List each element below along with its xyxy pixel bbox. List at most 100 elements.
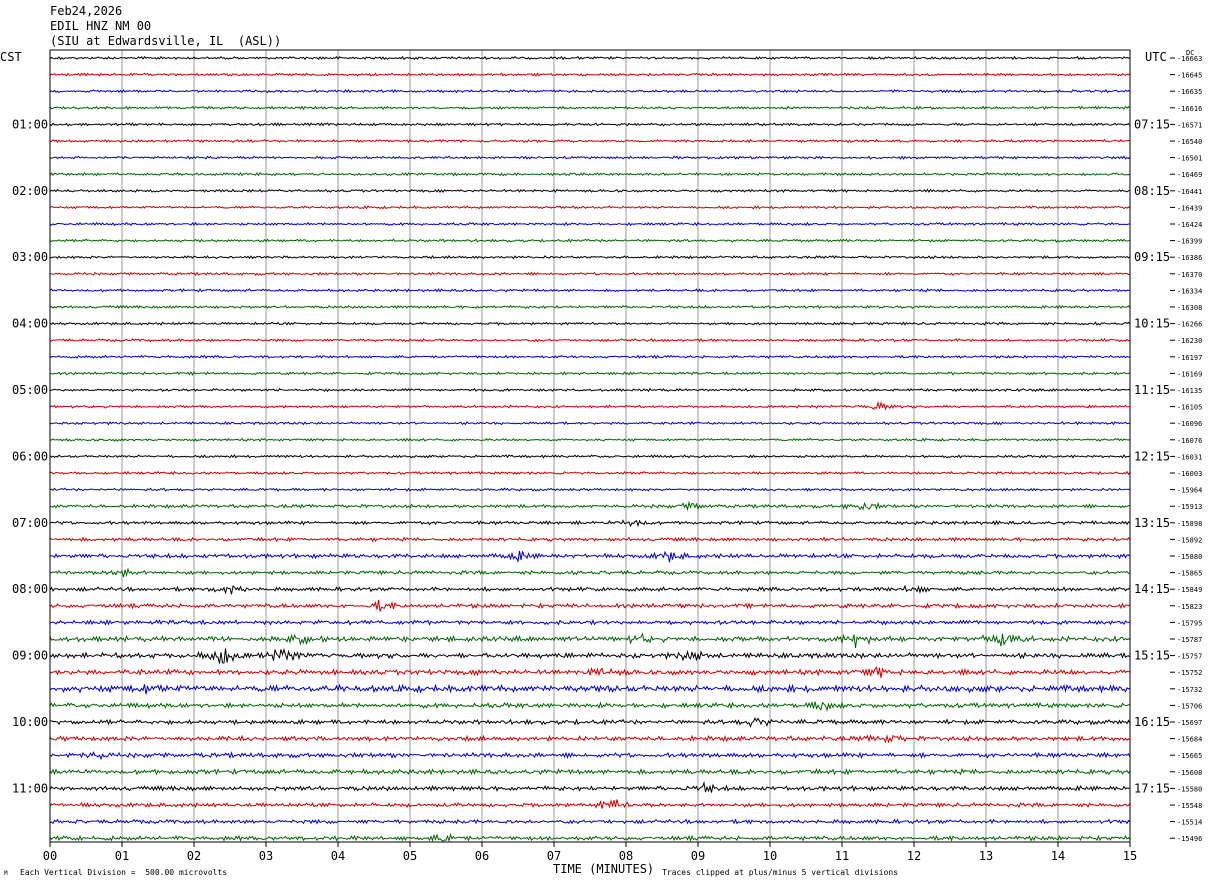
dc-offset-label: -15880 xyxy=(1177,553,1202,561)
plot-frame xyxy=(49,49,1131,843)
dc-offset-label: -16031 xyxy=(1177,453,1202,461)
dc-offset-label: -15865 xyxy=(1177,570,1202,578)
trace-5 xyxy=(49,122,1131,127)
trace-4 xyxy=(49,105,1131,111)
dc-offset-label: -16370 xyxy=(1177,271,1202,279)
trace-22 xyxy=(49,400,1131,411)
label-group: 00 01 02 03 04 05 06 07 08 09 10 11 12 13 14 15 -16663 -1… xyxy=(12,55,1202,863)
dc-offset-label: -15514 xyxy=(1177,819,1202,827)
dc-title: DC xyxy=(1186,49,1195,57)
x-tick-label: 03 xyxy=(259,849,273,863)
x-tick-label: 04 xyxy=(331,849,345,863)
dc-offset-label: -16096 xyxy=(1177,420,1202,428)
trace-1 xyxy=(49,55,1131,61)
dc-offset-label: -16571 xyxy=(1177,121,1202,129)
trace-24 xyxy=(49,437,1131,442)
cst-time-label: 11:00 xyxy=(12,781,48,795)
dc-offset-label: -15795 xyxy=(1177,619,1202,627)
x-tick-label: 01 xyxy=(115,849,129,863)
dc-offset-label: -16386 xyxy=(1177,254,1202,262)
header-location: (SIU at Edwardsville, IL (ASL)) xyxy=(50,34,282,48)
trace-21 xyxy=(49,387,1131,393)
dc-offset-label: -15697 xyxy=(1177,719,1202,727)
dc-offset-label: -15732 xyxy=(1177,686,1202,694)
dc-offset-label: -15913 xyxy=(1177,503,1202,511)
trace-3 xyxy=(49,88,1131,94)
utc-time-label: 15:15 xyxy=(1134,649,1170,663)
dc-offset-label: -16399 xyxy=(1177,238,1202,246)
utc-time-label: 09:15 xyxy=(1134,250,1170,264)
trace-38 xyxy=(49,666,1131,678)
trace-11 xyxy=(49,221,1130,227)
dc-offset-label: -16616 xyxy=(1177,105,1202,113)
dc-offset-label: -16501 xyxy=(1177,155,1202,163)
cst-time-label: 03:00 xyxy=(12,250,48,264)
dc-offset-label: -15757 xyxy=(1177,653,1202,661)
cst-time-label: 01:00 xyxy=(12,117,48,131)
dc-offset-label: -15684 xyxy=(1177,736,1202,744)
cst-time-label: 08:00 xyxy=(12,582,48,596)
trace-48 xyxy=(49,832,1131,843)
trace-12 xyxy=(49,238,1131,243)
dc-offset-label: -16266 xyxy=(1177,321,1202,329)
dc-offset-label: -15849 xyxy=(1177,586,1202,594)
trace-16 xyxy=(49,304,1131,310)
x-tick-label: 12 xyxy=(907,849,921,863)
trace-28 xyxy=(50,500,1131,512)
trace-20 xyxy=(49,371,1131,376)
dc-offset-label: -16169 xyxy=(1177,370,1202,378)
x-tick-label: 14 xyxy=(1051,849,1065,863)
dc-offset-label: -16635 xyxy=(1177,88,1202,96)
x-tick-label: 15 xyxy=(1123,849,1137,863)
dc-offset-label: -16308 xyxy=(1177,304,1202,312)
dc-offset-label: -16334 xyxy=(1177,287,1202,295)
trace-13 xyxy=(49,254,1131,260)
trace-14 xyxy=(49,271,1131,277)
header-station: EDIL HNZ NM 00 xyxy=(50,19,152,33)
scale-note: Each Vertical Division = 500.00 microvol… xyxy=(20,868,228,877)
trace-group xyxy=(49,55,1131,843)
utc-time-label: 16:15 xyxy=(1134,715,1170,729)
trace-26 xyxy=(49,470,1131,476)
dc-offset-label: -15548 xyxy=(1177,802,1202,810)
trace-29 xyxy=(49,519,1131,528)
dc-offset-label: -16645 xyxy=(1177,72,1202,80)
utc-time-label: 17:15 xyxy=(1134,781,1170,795)
clip-note: Traces clipped at plus/minus 5 vertical … xyxy=(662,868,899,877)
trace-31 xyxy=(50,550,1131,563)
dc-offset-label: -16230 xyxy=(1177,337,1202,345)
dc-offset-label: -15752 xyxy=(1177,669,1202,677)
x-axis-label: TIME (MINUTES) xyxy=(553,862,655,876)
utc-time-label: 07:15 xyxy=(1134,117,1170,131)
dc-offset-label: -15892 xyxy=(1177,536,1202,544)
trace-19 xyxy=(49,354,1131,360)
cst-time-label: 04:00 xyxy=(12,317,48,331)
corner-mark: M xyxy=(4,870,8,877)
dc-offset-label: -16076 xyxy=(1177,437,1202,445)
utc-time-label: 12:15 xyxy=(1134,449,1170,463)
trace-15 xyxy=(49,288,1131,293)
dc-offset-label: -16197 xyxy=(1177,354,1202,362)
trace-27 xyxy=(49,487,1131,492)
x-tick-label: 10 xyxy=(763,849,777,863)
trace-17 xyxy=(49,321,1131,326)
cst-time-label: 09:00 xyxy=(12,649,48,663)
utc-time-label: 08:15 xyxy=(1134,184,1170,198)
cst-time-label: 07:00 xyxy=(12,516,48,530)
x-tick-label: 11 xyxy=(835,849,849,863)
trace-40 xyxy=(49,700,1130,712)
cst-time-label: 02:00 xyxy=(12,184,48,198)
trace-6 xyxy=(49,138,1131,144)
trace-8 xyxy=(49,171,1131,177)
dc-offset-label: -15706 xyxy=(1177,702,1202,710)
dc-offset-label: -16105 xyxy=(1177,404,1202,412)
dc-offset-label: -15496 xyxy=(1177,835,1202,843)
trace-25 xyxy=(49,454,1131,459)
dc-offset-label: -16663 xyxy=(1177,55,1202,63)
trace-36 xyxy=(49,632,1131,648)
dc-offset-label: -16441 xyxy=(1177,188,1202,196)
utc-time-label: 14:15 xyxy=(1134,582,1170,596)
x-tick-label: 09 xyxy=(691,849,705,863)
dc-offset-label: -16469 xyxy=(1177,171,1202,179)
trace-43 xyxy=(49,751,1131,761)
